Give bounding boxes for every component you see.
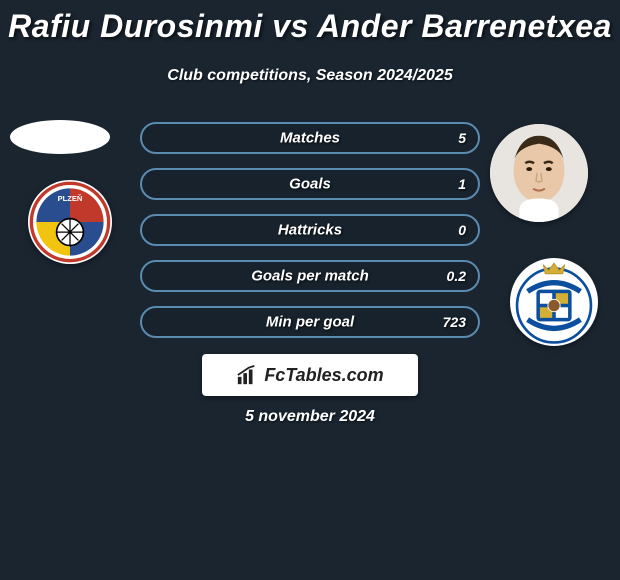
stat-right-value: 1 <box>458 176 466 192</box>
stat-label: Goals per match <box>251 268 369 285</box>
stat-label: Min per goal <box>266 314 354 331</box>
brand-badge: FcTables.com <box>202 354 418 396</box>
real-sociedad-crest-icon <box>510 258 598 346</box>
stats-container: Matches 5 Goals 1 Hattricks 0 Goals per … <box>140 122 480 352</box>
stat-row-goals: Goals 1 <box>140 168 480 200</box>
date-text: 5 november 2024 <box>0 408 620 426</box>
stat-right-value: 723 <box>443 314 466 330</box>
stat-label: Hattricks <box>278 222 342 239</box>
subtitle: Club competitions, Season 2024/2025 <box>0 67 620 85</box>
stat-row-matches: Matches 5 <box>140 122 480 154</box>
stat-label: Goals <box>289 176 331 193</box>
club-crest-right <box>510 258 598 346</box>
page-title: Rafiu Durosinmi vs Ander Barrenetxea <box>0 0 620 45</box>
stat-label: Matches <box>280 130 340 147</box>
brand-text: FcTables.com <box>264 365 383 386</box>
stat-row-mpg: Min per goal 723 <box>140 306 480 338</box>
player-right-avatar <box>490 124 588 222</box>
stat-row-hattricks: Hattricks 0 <box>140 214 480 246</box>
player-face-icon <box>490 124 588 222</box>
plzen-crest-icon: PLZEŇ <box>28 180 112 264</box>
stat-right-value: 0.2 <box>447 268 466 284</box>
bar-chart-icon <box>236 364 258 386</box>
stat-right-value: 5 <box>458 130 466 146</box>
svg-text:PLZEŇ: PLZEŇ <box>58 194 83 203</box>
player-left-avatar <box>10 120 110 154</box>
stat-right-value: 0 <box>458 222 466 238</box>
club-crest-left: PLZEŇ <box>28 180 112 264</box>
stat-row-gpm: Goals per match 0.2 <box>140 260 480 292</box>
